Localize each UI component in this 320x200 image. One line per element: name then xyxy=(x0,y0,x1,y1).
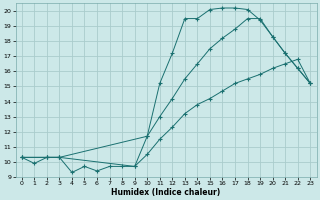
X-axis label: Humidex (Indice chaleur): Humidex (Indice chaleur) xyxy=(111,188,221,197)
